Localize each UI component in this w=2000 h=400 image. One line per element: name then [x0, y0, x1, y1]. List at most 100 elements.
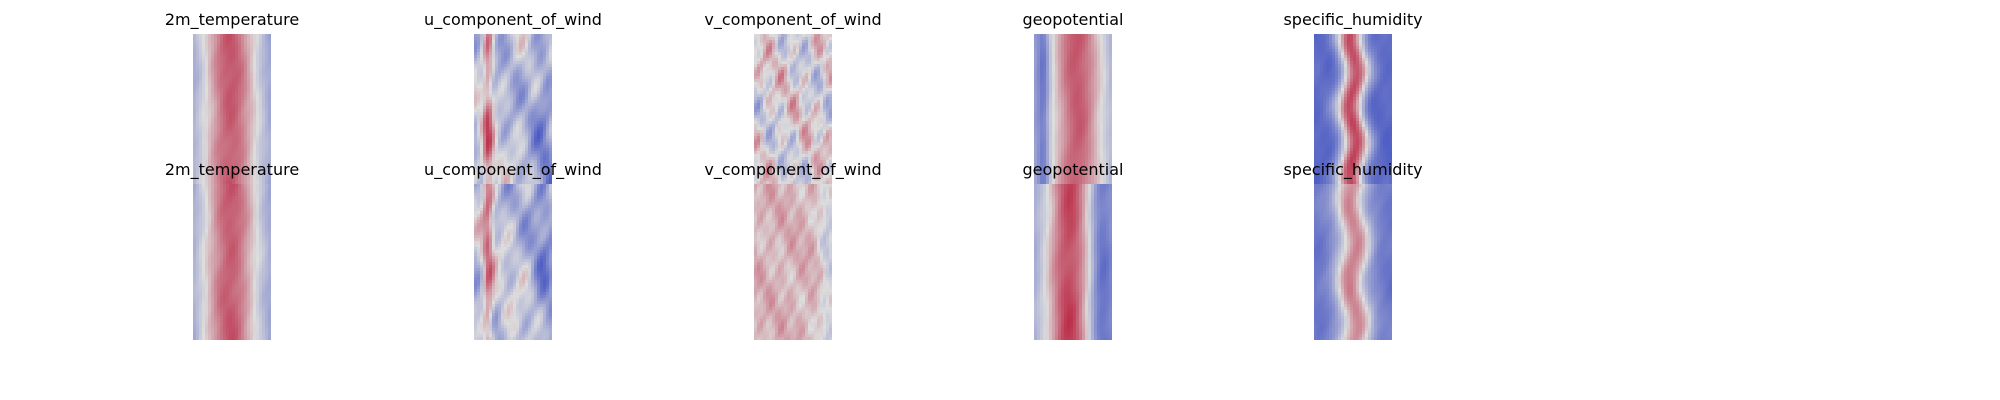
heatmap-cell: [489, 127, 493, 131]
heatmap-cell: [1058, 130, 1062, 134]
heatmap-cell: [214, 124, 218, 128]
heatmap-cell: [790, 166, 794, 170]
heatmap-cell: [232, 43, 236, 47]
heatmap-cell: [235, 160, 239, 164]
heatmap-cell: [1055, 133, 1059, 137]
heatmap-cell: [817, 109, 821, 113]
heatmap-cell: [265, 64, 269, 68]
heatmap-cell: [826, 61, 830, 65]
heatmap-cell: [1109, 112, 1112, 116]
heatmap-cell: [253, 70, 257, 74]
heatmap-cell: [268, 112, 271, 116]
heatmap-cell: [510, 151, 514, 155]
heatmap-cell: [796, 70, 800, 74]
heatmap-cell: [1109, 52, 1112, 56]
heatmap-cell: [1043, 127, 1047, 131]
heatmap-cell: [202, 61, 206, 65]
heatmap-cell: [262, 127, 266, 131]
heatmap-cell: [214, 109, 218, 113]
heatmap-cell: [202, 118, 206, 122]
heatmap-cell: [492, 166, 496, 170]
heatmap-cell: [211, 97, 215, 101]
heatmap-cell: [534, 106, 538, 110]
heatmap-cell: [489, 139, 493, 143]
heatmap-cell: [501, 127, 505, 131]
heatmap-cell: [489, 109, 493, 113]
heatmap-cell: [268, 40, 271, 44]
heatmap-cell: [223, 70, 227, 74]
heatmap-cell: [820, 91, 824, 95]
heatmap-cell: [525, 115, 529, 119]
heatmap-cell: [265, 46, 269, 50]
heatmap-cell: [528, 133, 532, 137]
heatmap-cell: [250, 73, 254, 77]
heatmap-cell: [492, 118, 496, 122]
heatmap-cell: [501, 97, 505, 101]
heatmap-cell: [531, 154, 535, 158]
heatmap-cell: [480, 178, 484, 182]
heatmap-cell: [480, 175, 484, 179]
heatmap-cell: [1100, 130, 1104, 134]
heatmap-cell: [1067, 112, 1071, 116]
heatmap-cell: [823, 94, 827, 98]
heatmap-cell: [808, 70, 812, 74]
heatmap-cell: [235, 49, 239, 53]
heatmap-cell: [486, 166, 490, 170]
heatmap-cell: [772, 106, 776, 110]
heatmap-cell: [1040, 70, 1044, 74]
heatmap-cell: [250, 97, 254, 101]
heatmap-cell: [760, 61, 764, 65]
heatmap-cell: [543, 70, 547, 74]
heatmap-cell: [1058, 49, 1062, 53]
heatmap-cell: [522, 91, 526, 95]
heatmap-cell: [510, 97, 514, 101]
heatmap-cell: [1034, 43, 1038, 47]
heatmap-cell: [1073, 46, 1077, 50]
heatmap-cell: [489, 100, 493, 104]
heatmap-cell: [262, 151, 266, 155]
heatmap-cell: [205, 94, 209, 98]
heatmap-cell: [796, 130, 800, 134]
heatmap-cell: [235, 169, 239, 173]
heatmap-cell: [754, 160, 758, 164]
heatmap-cell: [262, 79, 266, 83]
heatmap-cell: [193, 157, 197, 161]
heatmap-cell: [778, 100, 782, 104]
heatmap-cell: [805, 139, 809, 143]
heatmap-cell: [232, 142, 236, 146]
heatmap-cell: [238, 70, 242, 74]
heatmap-cell: [826, 172, 830, 176]
heatmap-cell: [492, 43, 496, 47]
heatmap-cell: [250, 163, 254, 167]
heatmap-cell: [492, 34, 496, 38]
heatmap-cell: [757, 127, 761, 131]
heatmap-cell: [525, 121, 529, 125]
heatmap-cell: [516, 130, 520, 134]
heatmap-cell: [817, 40, 821, 44]
heatmap-cell: [486, 55, 490, 59]
heatmap-cell: [238, 91, 242, 95]
heatmap-cell: [199, 67, 203, 71]
heatmap-cell: [820, 79, 824, 83]
heatmap-cell: [483, 178, 487, 182]
heatmap-cell: [199, 112, 203, 116]
heatmap-cell: [250, 121, 254, 125]
heatmap-cell: [763, 37, 767, 41]
heatmap-cell: [250, 124, 254, 128]
heatmap-cell: [534, 52, 538, 56]
heatmap-cell: [477, 100, 481, 104]
heatmap-cell: [1088, 70, 1092, 74]
heatmap-cell: [763, 151, 767, 155]
heatmap-cell: [510, 124, 514, 128]
heatmap-cell: [766, 82, 770, 86]
heatmap-cell: [1073, 88, 1077, 92]
heatmap-cell: [540, 124, 544, 128]
heatmap-cell: [528, 52, 532, 56]
heatmap-cell: [241, 166, 245, 170]
heatmap-cell: [531, 157, 535, 161]
heatmap-cell: [1079, 73, 1083, 77]
heatmap-cell: [793, 169, 797, 173]
heatmap-cell: [1064, 97, 1068, 101]
heatmap-cell: [250, 37, 254, 41]
heatmap-cell: [522, 37, 526, 41]
